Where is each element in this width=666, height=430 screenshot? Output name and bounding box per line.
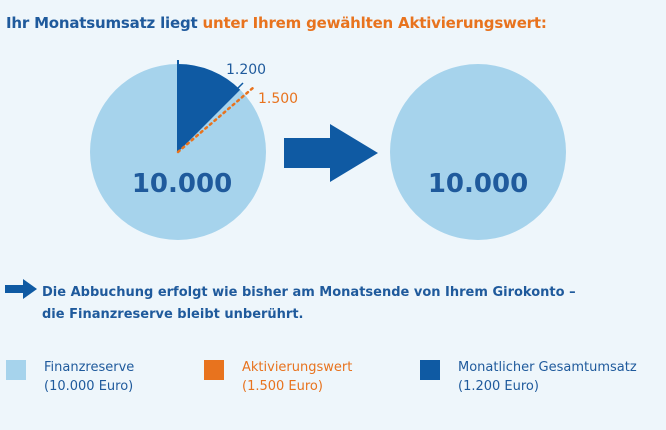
legend-text: Monatlicher Gesamtumsatz (1.200 Euro) bbox=[458, 358, 637, 396]
right-pie-finanzreserve bbox=[390, 64, 566, 240]
transition-arrow-icon bbox=[284, 124, 378, 182]
pie-diagram: 1.200 1.500 10.000 10.000 bbox=[90, 60, 566, 240]
callout-umsatz: 1.200 bbox=[226, 62, 266, 78]
left-pie-label: 10.000 bbox=[132, 169, 232, 199]
note-line-1: Die Abbuchung erfolgt wie bisher am Mona… bbox=[42, 285, 576, 300]
legend-label: Finanzreserve bbox=[44, 360, 135, 375]
title-part-highlight: unter Ihrem gewählten Aktivierungswert: bbox=[202, 14, 547, 32]
legend-label: Monatlicher Gesamtumsatz bbox=[458, 360, 637, 375]
title-part-normal: Ihr Monatsumsatz liegt bbox=[6, 14, 203, 32]
info-note: Die Abbuchung erfolgt wie bisher am Mona… bbox=[42, 282, 576, 326]
legend-value: (1.500 Euro) bbox=[242, 379, 323, 394]
aktivierung-dotted-line bbox=[176, 85, 256, 154]
legend-swatch-orange bbox=[204, 360, 224, 380]
umsatz-callout-line bbox=[227, 82, 244, 99]
note-arrow-icon bbox=[5, 279, 37, 299]
left-pie-umsatz-slice bbox=[178, 64, 241, 152]
legend-swatch-dark-blue bbox=[420, 360, 440, 380]
right-pie-label: 10.000 bbox=[428, 169, 528, 199]
callout-aktivierung: 1.500 bbox=[258, 91, 298, 107]
note-line-2: die Finanzreserve bleibt unberührt. bbox=[42, 307, 304, 322]
legend-swatch-light-blue bbox=[6, 360, 26, 380]
legend-text: Aktivierungswert (1.500 Euro) bbox=[242, 358, 352, 396]
legend-value: (10.000 Euro) bbox=[44, 379, 134, 394]
legend-label: Aktivierungswert bbox=[242, 360, 353, 375]
legend-text: Finanzreserve (10.000 Euro) bbox=[44, 358, 134, 396]
legend-value: (1.200 Euro) bbox=[458, 379, 539, 394]
page-title: Ihr Monatsumsatz liegt unter Ihrem gewäh… bbox=[6, 14, 547, 32]
